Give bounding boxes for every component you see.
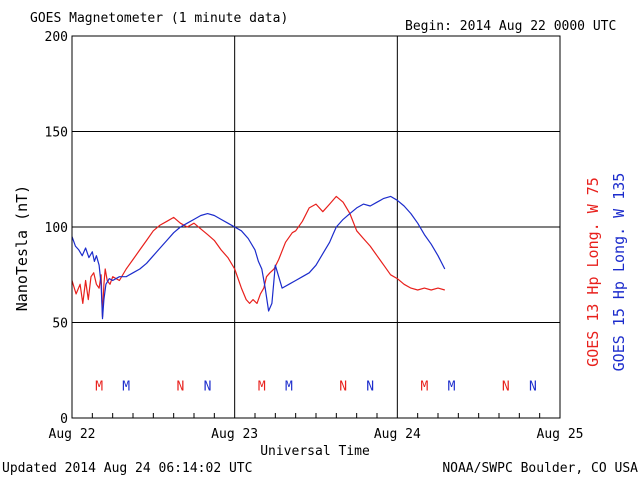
grid-lines — [72, 36, 560, 418]
legend-goes15: GOES 15 Hp Long. W 135 — [610, 173, 628, 372]
x-tick-label: Aug 23 — [211, 427, 258, 442]
y-tick-label: 100 — [45, 221, 68, 236]
y-tick-label: 200 — [45, 30, 68, 45]
event-marker: M — [122, 380, 130, 395]
updated-time: Updated 2014 Aug 24 06:14:02 UTC — [2, 461, 252, 476]
y-axis-title: NanoTesla (nT) — [13, 185, 31, 311]
series-goes13-line — [71, 195, 445, 318]
legend-goes13: GOES 13 Hp Long. W 75 — [584, 177, 602, 367]
event-marker: M — [421, 380, 429, 395]
event-marker: N — [366, 380, 374, 395]
y-tick-label: 0 — [60, 412, 68, 427]
event-marker: N — [204, 380, 212, 395]
event-marker: N — [529, 380, 537, 395]
event-marker: M — [258, 380, 266, 395]
x-tick-label: Aug 25 — [537, 427, 584, 442]
y-tick-label: 150 — [45, 126, 68, 141]
event-marker: M — [448, 380, 456, 395]
x-axis-title: Universal Time — [260, 444, 370, 459]
event-marker: N — [339, 380, 347, 395]
event-marker: N — [177, 380, 185, 395]
event-marker: M — [95, 380, 103, 395]
credit-label: NOAA/SWPC Boulder, CO USA — [442, 461, 638, 476]
series-goes15-line — [71, 195, 446, 320]
axis-ticks: 0 50 100 150 200 Aug 22 Aug 23 Aug 24 Aug 25 — [45, 30, 584, 442]
event-marker: N — [502, 380, 510, 395]
series-group — [71, 195, 446, 320]
x-tick-label: Aug 24 — [374, 427, 421, 442]
event-marker: M — [285, 380, 293, 395]
chart-title: GOES Magnetometer (1 minute data) — [30, 11, 288, 26]
begin-time: Begin: 2014 Aug 22 0000 UTC — [405, 19, 616, 34]
y-tick-label: 50 — [52, 317, 68, 332]
x-tick-label: Aug 22 — [49, 427, 96, 442]
